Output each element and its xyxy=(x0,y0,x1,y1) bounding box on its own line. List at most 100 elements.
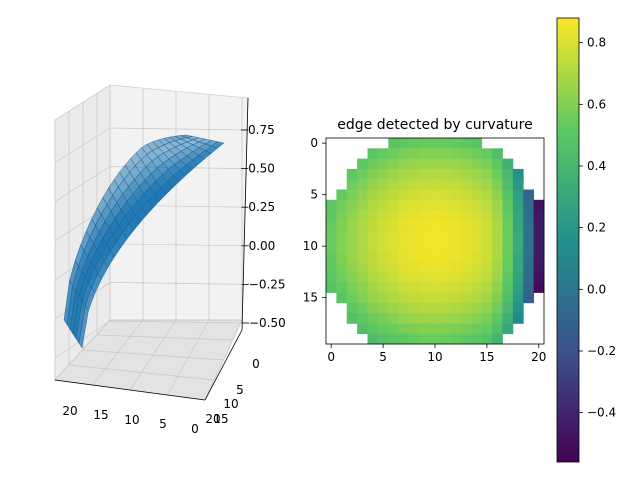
heatmap-cell xyxy=(492,230,503,242)
heatmap-cell xyxy=(346,271,358,283)
heatmap-cell xyxy=(502,199,514,211)
heatmap-cell xyxy=(429,251,441,262)
heatmap-cell xyxy=(440,220,451,232)
heatmap-cell xyxy=(409,251,420,262)
heatmap-cell xyxy=(492,313,503,324)
heatmap-cell xyxy=(450,333,462,345)
heatmap-cell xyxy=(419,323,431,335)
heatmap-cell xyxy=(409,241,420,252)
heatmap-cell xyxy=(419,292,431,304)
colorbar-tick-label: 0.2 xyxy=(587,221,606,235)
z-tick-label: 0.25 xyxy=(248,200,275,214)
heatmap-cell xyxy=(409,333,420,345)
heatmap-cell xyxy=(377,251,389,262)
heatmap-cell xyxy=(367,282,379,293)
heatmap-cell xyxy=(502,189,514,201)
heatmap-cell xyxy=(429,230,441,242)
heatmap-cell xyxy=(471,323,483,335)
heatmap-cell xyxy=(450,158,462,170)
heatmap-cell xyxy=(409,230,420,242)
heatmap-cell xyxy=(440,230,451,242)
heatmap-cell xyxy=(460,189,472,201)
heatmap-cell xyxy=(419,220,431,232)
heatmap-cell xyxy=(388,271,400,283)
heatmap-cell xyxy=(512,302,524,314)
heatmap-cell xyxy=(398,282,410,293)
heatmap-cell xyxy=(377,261,389,273)
heatmap-cell xyxy=(492,323,503,335)
heatmap-cell xyxy=(409,292,420,304)
heatmap-cell xyxy=(450,138,462,149)
heatmap-cell xyxy=(326,210,337,221)
heatmap-cell xyxy=(367,292,379,304)
heatmap-cell xyxy=(471,271,483,283)
heatmap-cell xyxy=(512,292,524,304)
heatmap-cell xyxy=(533,271,545,283)
heatmap-cell xyxy=(357,199,368,211)
heatmap-cell xyxy=(471,220,483,232)
heatmap-cell xyxy=(460,292,472,304)
heatmap-cell xyxy=(357,292,368,304)
heatmap-cell xyxy=(481,292,493,304)
heatmap-cell xyxy=(460,323,472,335)
grid-line-floor xyxy=(204,319,243,401)
colorbar-tick-label: 0.4 xyxy=(587,159,606,173)
colorbar-tick-label: −0.2 xyxy=(587,344,616,358)
heatmap-cell xyxy=(440,179,451,190)
heatmap-cell xyxy=(502,292,514,304)
heatmap-cell xyxy=(377,148,389,159)
heatmap-cell xyxy=(481,158,493,170)
heatmap-cell xyxy=(492,282,503,293)
heatmap-cell xyxy=(460,282,472,293)
heatmap-cell xyxy=(377,179,389,190)
heatmap-cell xyxy=(471,302,483,314)
heatmap-cell xyxy=(346,168,358,180)
heatmap-cell xyxy=(377,323,389,335)
heatmap-cell xyxy=(471,230,483,242)
heatmap-cell xyxy=(367,199,379,211)
heatmap-cell xyxy=(336,261,348,273)
heatmap-cell xyxy=(523,241,535,252)
heatmap-cell xyxy=(388,261,400,273)
heatmap-cell xyxy=(326,261,337,273)
heatmap-cell xyxy=(377,333,389,345)
heatmap-cell xyxy=(429,333,441,345)
heatmap-cell xyxy=(429,168,441,180)
heatmap-cell xyxy=(429,292,441,304)
heatmap-cell xyxy=(460,333,472,345)
heatmap-cells xyxy=(326,138,545,345)
heatmap-cell xyxy=(471,138,483,149)
heatmap-cell xyxy=(377,168,389,180)
colorbar: −0.4 −0.2 0.0 0.2 0.4 0.6 0.8 xyxy=(556,17,616,463)
heatmap-cell xyxy=(336,210,348,221)
heatmap-cell xyxy=(523,230,535,242)
heatmap-cell xyxy=(533,261,545,273)
heatmap-cell xyxy=(326,282,337,293)
heatmap-cell xyxy=(336,220,348,232)
heatmap-cell xyxy=(460,148,472,159)
heatmap-cell xyxy=(409,189,420,201)
heatmap-cell xyxy=(398,241,410,252)
heatmap-cell xyxy=(367,230,379,242)
heatmap-cell xyxy=(502,323,514,335)
heatmap-cell xyxy=(481,251,493,262)
heatmap-cell xyxy=(346,313,358,324)
heatmap-cell xyxy=(450,230,462,242)
heatmap-cell xyxy=(440,333,451,345)
heatmap-cell xyxy=(450,282,462,293)
heatmap-cell xyxy=(357,220,368,232)
heatmap-cell xyxy=(512,179,524,190)
heatmap-cell xyxy=(388,220,400,232)
heatmap-cell xyxy=(492,179,503,190)
heatmap-cell xyxy=(377,302,389,314)
heatmap-cell xyxy=(523,251,535,262)
heatmap-cell xyxy=(512,220,524,232)
heatmap-cell xyxy=(326,241,337,252)
heatmap-cell xyxy=(450,251,462,262)
heatmap-cell xyxy=(440,168,451,180)
heatmap-y-ticks: 0 5 10 15 xyxy=(303,136,326,305)
heatmap-cell xyxy=(450,261,462,273)
heatmap-cell xyxy=(398,323,410,335)
heatmap-cell xyxy=(419,210,431,221)
